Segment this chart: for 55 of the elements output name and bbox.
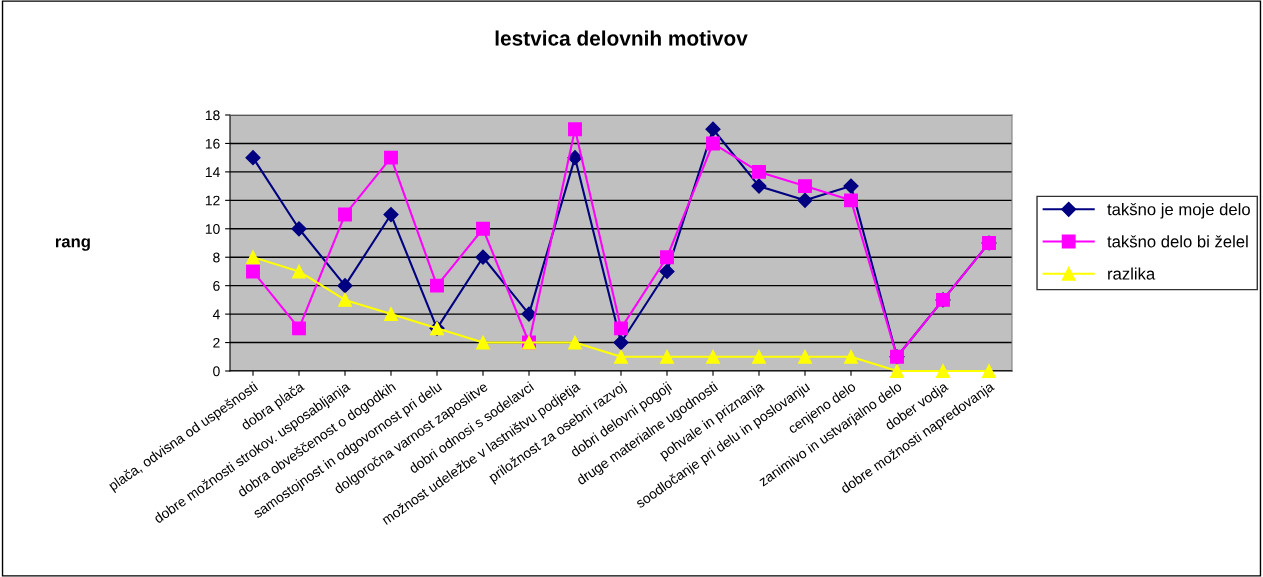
point [338, 292, 352, 307]
y-tick-label: 16 [205, 138, 220, 149]
point [659, 263, 675, 280]
point [291, 221, 307, 237]
legend-label: razlika [1108, 267, 1156, 280]
legend-label: takšno je moje delo [1107, 203, 1250, 219]
y-tick-label: 4 [212, 309, 220, 320]
point [752, 164, 766, 179]
point [936, 364, 950, 378]
y-tick-label: 18 [205, 110, 220, 121]
y-tick-label: 12 [205, 195, 220, 206]
point [292, 264, 306, 279]
point [798, 179, 812, 194]
point [246, 250, 260, 265]
point [890, 364, 904, 378]
point [660, 250, 674, 265]
point [844, 349, 858, 364]
point [614, 321, 628, 336]
point [843, 178, 859, 194]
point [475, 249, 491, 265]
y-tick-label: 0 [213, 366, 220, 377]
point [338, 207, 352, 222]
point [383, 206, 399, 223]
y-tick-label: 14 [205, 167, 220, 177]
point [245, 150, 261, 166]
point [660, 349, 674, 364]
point [706, 136, 720, 151]
point [751, 178, 767, 194]
point [752, 349, 766, 364]
point [337, 278, 353, 294]
point [706, 349, 720, 364]
point [705, 121, 721, 137]
point [246, 264, 260, 279]
point [844, 193, 858, 208]
point [384, 307, 398, 322]
point [982, 364, 996, 378]
y-tick-label: 2 [213, 337, 220, 348]
point [568, 335, 582, 350]
point [613, 334, 629, 351]
legend-label: takšno delo bi želel [1107, 235, 1248, 248]
point [614, 349, 628, 364]
point [797, 192, 813, 208]
y-tick-label: 10 [205, 224, 220, 234]
point [384, 150, 398, 165]
point [798, 349, 812, 364]
point [476, 221, 490, 236]
y-tick-label: 8 [213, 252, 220, 263]
point [568, 122, 582, 137]
chart-title: lestvica delovnih motivov [495, 30, 748, 46]
y-axis-title: rang [55, 238, 90, 251]
point [430, 278, 444, 293]
point [567, 150, 583, 166]
point [476, 335, 490, 350]
point [292, 321, 306, 336]
y-tick-label: 6 [213, 281, 220, 291]
